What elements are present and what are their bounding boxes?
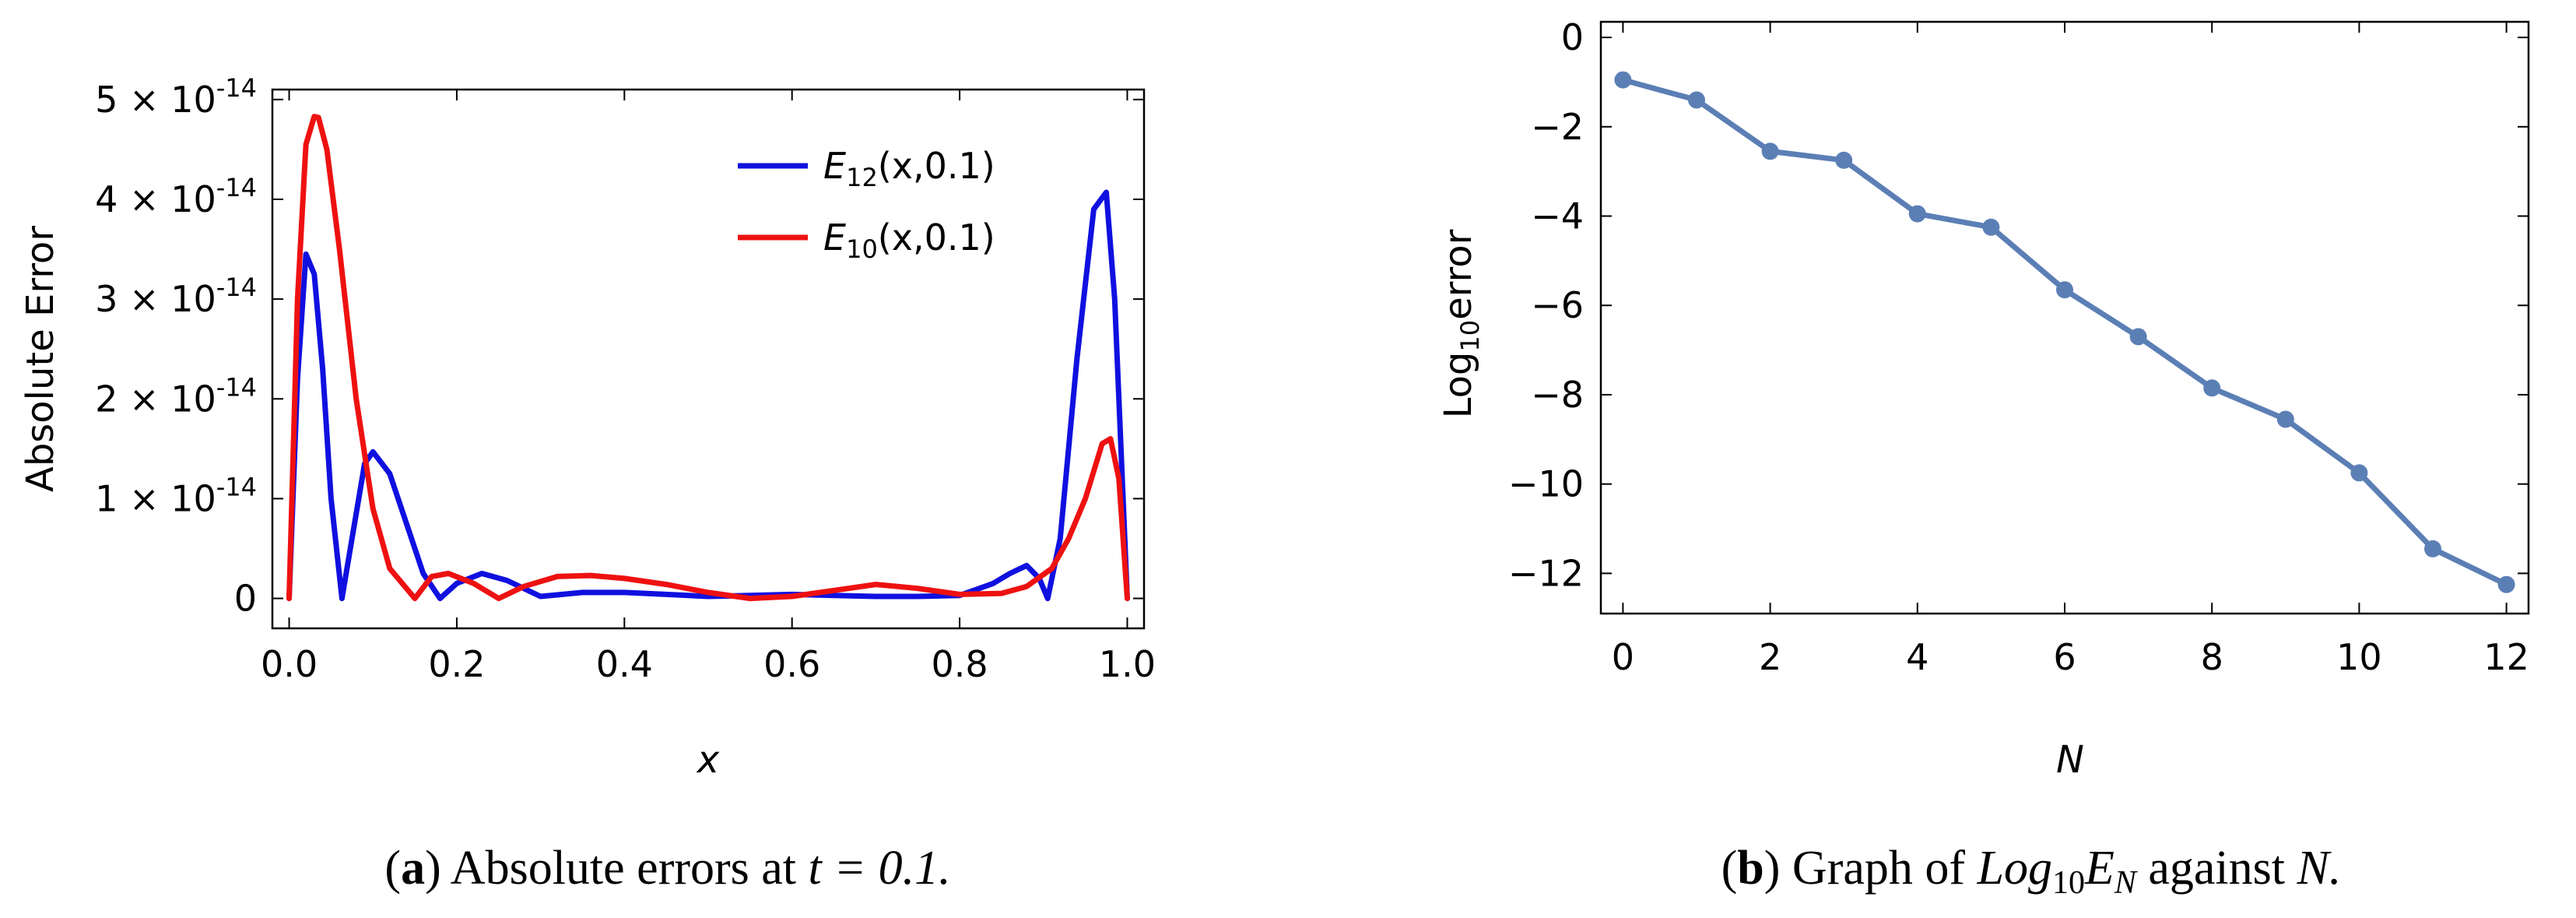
data-point-0: [1614, 71, 1632, 89]
x-axis-label-a: x: [696, 738, 720, 782]
plot-frame-b: [1599, 20, 2530, 615]
panel-b: 0 2 4 6 8 10 12 0 −2 −4 −6 −8 −10 −12 N Log10error (…: [1437, 16, 2530, 901]
plot-frame-a: [271, 88, 1146, 630]
caption-a: (a) Absolute errors at t = 0.1.: [384, 842, 950, 895]
x-axis-label-b: N: [2056, 738, 2084, 782]
y-tick-label-b: −2: [1531, 106, 1584, 148]
legend-label-e10: E10(x,0.1): [823, 216, 995, 264]
x-tick-label-b: 6: [2053, 636, 2076, 678]
series-line-log-error: [1622, 77, 2508, 587]
x-tick-label-b: 0: [1612, 636, 1634, 678]
data-point-6: [2056, 281, 2073, 299]
y-ticks-b: 0 −2 −4 −6 −8 −10 −12: [1508, 16, 2529, 594]
y-tick-label-b: −12: [1508, 552, 1584, 594]
y-tick-label-a: 1 × 10-14: [95, 472, 257, 519]
y-tick-label-a: 4 × 10-14: [95, 173, 257, 220]
y-tick-label-a: 3 × 10-14: [95, 273, 257, 320]
data-point-2: [1761, 142, 1779, 160]
x-ticks-a: 0.0 0.2 0.4 0.6 0.8 1.0: [261, 90, 1156, 685]
series-line-e10: [286, 114, 1130, 602]
data-point-4: [1908, 205, 1926, 223]
x-tick-label-a: 0.0: [261, 643, 318, 685]
series-line-e12: [286, 189, 1130, 602]
x-tick-label-b: 12: [2483, 636, 2529, 678]
x-tick-label-a: 0.8: [931, 643, 988, 685]
y-axis-label-a: Absolute Error: [19, 226, 62, 492]
legend-label-e12: E12(x,0.1): [823, 145, 995, 192]
y-tick-label-b: −8: [1531, 374, 1584, 416]
caption-b: (b) Graph of Log10EN against N.: [1721, 842, 2342, 901]
x-tick-label-a: 0.6: [763, 643, 820, 685]
data-point-9: [2276, 410, 2294, 428]
panel-a: 0.0 0.2 0.4 0.6 0.8 1.0 0 1 × 10-14 2 × 10-14 3 …: [19, 73, 1156, 895]
data-point-8: [2203, 379, 2221, 397]
x-tick-label-a: 1.0: [1099, 643, 1156, 685]
y-axis-label-b: Log10error: [1437, 229, 1485, 418]
series-group-b: [1614, 71, 2515, 593]
series-group-a: [286, 114, 1130, 602]
data-point-5: [1982, 218, 2000, 236]
x-tick-label-b: 10: [2336, 636, 2382, 678]
y-tick-label-a: 2 × 10-14: [95, 372, 257, 420]
x-ticks-b: 0 2 4 6 8 10 12: [1612, 22, 2529, 678]
data-point-1: [1688, 91, 1705, 109]
data-point-10: [2350, 464, 2368, 482]
y-tick-label-b: −6: [1531, 284, 1584, 326]
x-tick-label-a: 0.2: [428, 643, 485, 685]
y-tick-label-b: −4: [1531, 195, 1584, 237]
y-tick-label-b: −10: [1508, 463, 1584, 505]
data-point-7: [2129, 328, 2147, 346]
legend-a: E12(x,0.1) E10(x,0.1): [738, 145, 995, 264]
x-tick-label-b: 4: [1906, 636, 1928, 678]
y-tick-label-b: 0: [1561, 16, 1584, 58]
x-tick-label-a: 0.4: [596, 643, 653, 685]
y-ticks-a: 0 1 × 10-14 2 × 10-14 3 × 10-14 4 × 10-14 5 ×…: [95, 73, 1144, 620]
y-tick-label-a: 0: [234, 578, 257, 620]
x-tick-label-b: 8: [2201, 636, 2223, 678]
data-point-12: [2497, 575, 2515, 593]
data-point-11: [2424, 540, 2441, 557]
y-tick-label-a: 5 × 10-14: [95, 73, 257, 121]
x-tick-label-b: 2: [1759, 636, 1781, 678]
data-point-3: [1835, 151, 1853, 169]
